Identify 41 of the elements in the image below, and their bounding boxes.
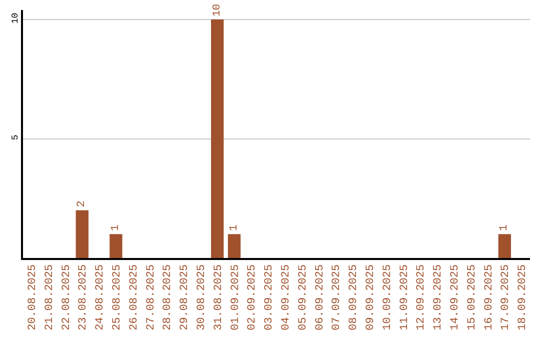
x-tick-label: 20.08.2025 [27,264,40,330]
y-tick-label: 5 [10,134,20,140]
x-tick-label: 16.09.2025 [483,264,496,330]
bar [110,234,122,258]
x-tick-label: 02.09.2025 [246,264,259,330]
data-label: 10 [211,4,224,17]
x-tick-label: 23.08.2025 [78,264,90,330]
x-tick-label: 08.09.2025 [348,264,360,330]
bar [498,234,511,258]
x-tick-label: 24.08.2025 [94,264,107,330]
x-tick-label: 26.08.2025 [128,264,140,330]
x-tick-label: 30.08.2025 [196,264,208,330]
x-tick-label: 15.09.2025 [466,264,478,330]
x-tick-label: 14.09.2025 [450,264,462,330]
x-tick-label: 03.09.2025 [264,264,276,330]
bar [228,234,241,258]
x-tick-label: 28.08.2025 [162,264,174,330]
x-tick-label: 29.08.2025 [179,264,192,330]
x-tick-label: 05.09.2025 [297,264,310,330]
x-tick-label: 17.09.2025 [500,264,512,330]
data-label: 2 [76,200,88,208]
x-tick-label: 12.09.2025 [416,264,428,330]
x-tick-label: 13.09.2025 [432,264,445,330]
x-tick-label: 07.09.2025 [331,264,344,330]
x-tick-label: 18.09.2025 [517,264,530,330]
data-label: 1 [498,224,511,232]
bar [211,20,224,258]
x-tick-label: 21.08.2025 [44,264,56,330]
x-tick-label: 25.08.2025 [112,264,124,330]
x-tick-label: 09.09.2025 [365,264,378,330]
x-tick-label: 31.08.2025 [212,264,225,330]
data-label: 1 [228,224,240,232]
x-tick-label: 01.09.2025 [230,264,242,330]
x-tick-label: 06.09.2025 [314,264,326,330]
x-tick-label: 27.08.2025 [145,264,158,330]
data-label: 1 [110,224,122,232]
bar [76,210,88,258]
x-tick-label: 04.09.2025 [280,264,293,330]
x-tick-label: 22.08.2025 [60,264,73,330]
x-tick-label: 11.09.2025 [398,264,411,330]
x-tick-label: 10.09.2025 [382,264,394,330]
